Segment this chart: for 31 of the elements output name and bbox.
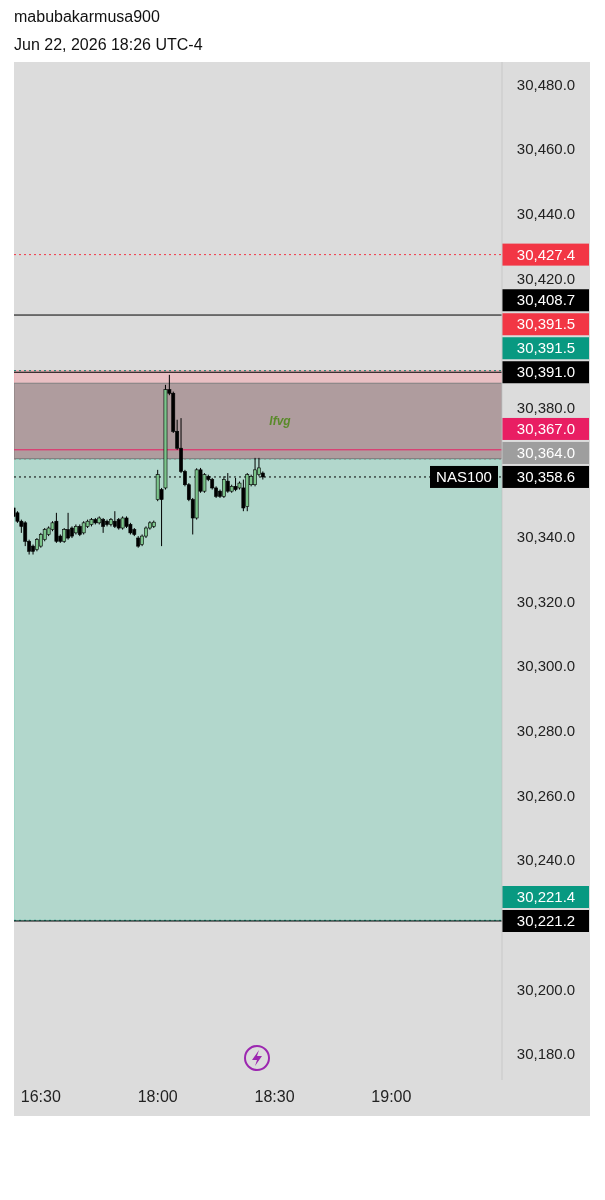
- y-tick-label: 30,280.0: [516, 721, 576, 739]
- x-tick-label: 18:00: [137, 1088, 178, 1105]
- y-tick-label: 30,260.0: [516, 786, 576, 804]
- x-tick-label: 18:30: [254, 1088, 295, 1105]
- x-tick-label: 19:00: [371, 1088, 412, 1105]
- ref-line-label: 30,364.0: [516, 443, 576, 461]
- chart-title: mabubakarmusa900: [14, 8, 160, 25]
- ref-line-label: 30,391.0: [516, 363, 576, 381]
- ref-line-label: 30,408.7: [516, 291, 576, 309]
- ref-line-label: 30,391.5: [516, 315, 576, 333]
- x-tick-label: 16:30: [20, 1088, 61, 1105]
- y-tick-label: 30,480.0: [516, 75, 576, 93]
- y-tick-label: 30,440.0: [516, 204, 576, 222]
- y-tick-label: 30,240.0: [516, 851, 576, 869]
- annotation: NAS100: [436, 467, 492, 485]
- y-tick-label: 30,380.0: [516, 398, 576, 416]
- y-tick-label: 30,300.0: [516, 657, 576, 675]
- y-tick-label: 30,460.0: [516, 140, 576, 158]
- y-tick-label: 30,180.0: [516, 1045, 576, 1063]
- y-tick-label: 30,200.0: [516, 980, 576, 998]
- y-tick-label: 30,420.0: [516, 269, 576, 287]
- band-label: Ifvg: [269, 413, 292, 428]
- ref-line-label: 30,221.2: [516, 912, 576, 929]
- y-tick-label: 30,340.0: [516, 528, 576, 546]
- ref-line-label: 30,367.0: [516, 419, 576, 437]
- chart-subtitle: Jun 22, 2026 18:26 UTC-4: [14, 36, 203, 53]
- ref-line-label: 30,358.6: [516, 467, 576, 485]
- ref-line-label: 30,391.5: [516, 339, 576, 357]
- ref-line-label: 30,221.4: [516, 888, 576, 905]
- ref-line-label: 30,427.4: [516, 245, 576, 263]
- y-tick-label: 30,320.0: [516, 592, 576, 610]
